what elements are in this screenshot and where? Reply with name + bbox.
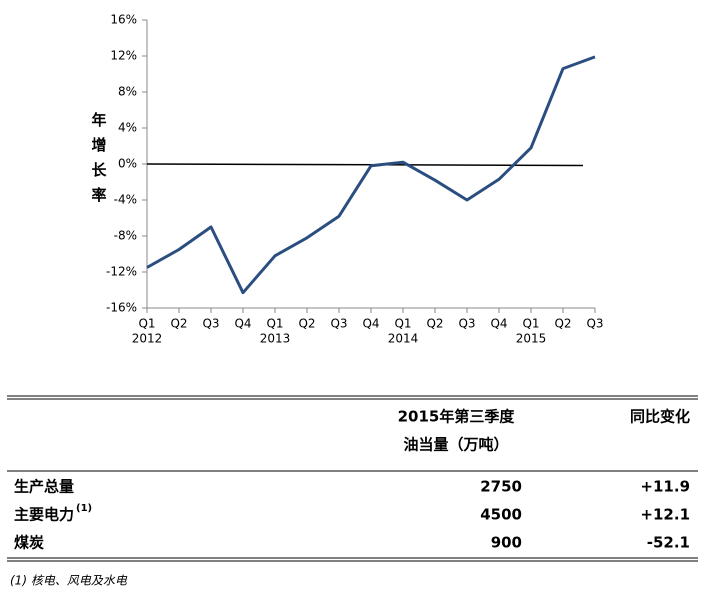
- footnote: (1) 核电、风电及水电: [10, 574, 128, 588]
- y-tick-label: -16%: [106, 301, 137, 315]
- y-tick-label: 8%: [118, 85, 137, 99]
- y-tick-label: 4%: [118, 121, 137, 135]
- x-tick-label: Q3: [330, 317, 347, 331]
- table-header: 同比变化: [630, 408, 690, 426]
- y-axis-label: 年增长率: [90, 111, 108, 212]
- x-tick-label: Q2: [170, 317, 187, 331]
- row-change: +12.1: [640, 506, 690, 524]
- x-group-label: 2014: [388, 332, 419, 346]
- data-line: [146, 55, 596, 295]
- x-group-label: 2013: [260, 332, 291, 346]
- row-change: -52.1: [647, 534, 690, 552]
- x-tick-label: Q4: [234, 317, 251, 331]
- x-group-label: 2015: [516, 332, 547, 346]
- table-header: 油当量（万吨）: [403, 436, 508, 454]
- y-tick-label: 12%: [110, 49, 137, 63]
- x-tick-label: Q3: [458, 317, 475, 331]
- x-tick-label: Q3: [586, 317, 603, 331]
- row-note: (1): [76, 503, 92, 514]
- x-tick-label: Q3: [202, 317, 219, 331]
- table-header: 2015年第三季度: [398, 408, 516, 426]
- x-tick-label: Q4: [362, 317, 379, 331]
- y-tick-label: -4%: [114, 193, 137, 207]
- reference-line: [146, 163, 584, 167]
- x-tick-label: Q1: [522, 317, 539, 331]
- y-tick-label: -12%: [106, 265, 137, 279]
- x-tick-label: Q2: [426, 317, 443, 331]
- y-tick-label: -8%: [114, 229, 137, 243]
- y-tick-label: 0%: [118, 157, 137, 171]
- row-label: 煤炭: [14, 534, 44, 552]
- row-label: 主要电力: [14, 506, 74, 524]
- row-change: +11.9: [640, 478, 690, 496]
- y-tick-label: 16%: [110, 13, 137, 27]
- row-label: 生产总量: [14, 478, 74, 496]
- x-tick-label: Q2: [554, 317, 571, 331]
- row-value: 900: [491, 534, 522, 552]
- row-value: 4500: [480, 506, 522, 524]
- row-value: 2750: [480, 478, 522, 496]
- x-tick-label: Q1: [138, 317, 155, 331]
- x-tick-label: Q1: [394, 317, 411, 331]
- x-tick-label: Q2: [298, 317, 315, 331]
- x-tick-label: Q1: [266, 317, 283, 331]
- x-tick-label: Q4: [490, 317, 507, 331]
- x-group-label: 2012: [132, 332, 163, 346]
